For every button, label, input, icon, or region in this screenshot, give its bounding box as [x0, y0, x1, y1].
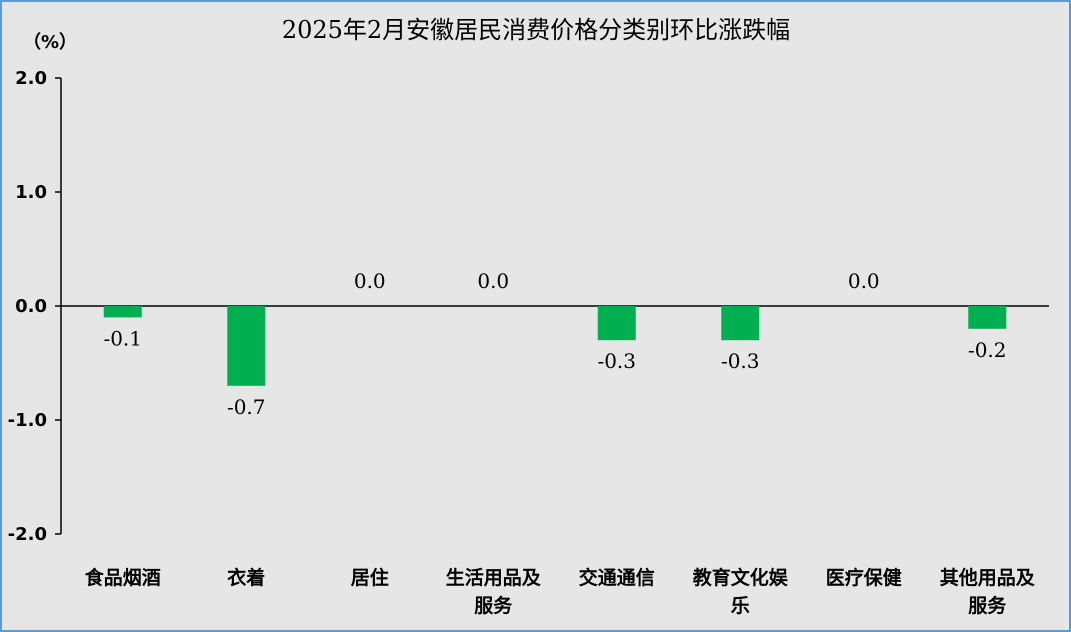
- bars: [103, 306, 1007, 386]
- y-tick-label: 1.0: [15, 182, 47, 203]
- data-label: -0.2: [968, 338, 1007, 362]
- data-label: -0.3: [597, 349, 636, 373]
- chart-title: 2025年2月安徽居民消费价格分类别环比涨跌幅: [282, 16, 790, 44]
- x-tick-label: 居住: [351, 566, 389, 589]
- bar: [227, 306, 266, 386]
- x-tick-label: 医疗保健: [826, 566, 902, 589]
- y-tick-label: -2.0: [8, 524, 47, 545]
- x-tick-label: 服务: [968, 594, 1007, 617]
- data-labels: -0.1 -0.7 0.0 0.0 -0.3 -0.3 0.0 -0.2: [103, 269, 1006, 419]
- x-tick-label: 交通通信: [579, 566, 655, 589]
- data-label: -0.7: [227, 395, 266, 419]
- data-label: -0.3: [721, 349, 760, 373]
- y-unit-label: （%）: [23, 32, 77, 53]
- x-tick-label: 衣着: [227, 566, 265, 589]
- x-tick-label: 教育文化娱: [693, 566, 789, 589]
- bar: [968, 306, 1007, 329]
- x-tick-label: 其他用品及: [940, 566, 1036, 589]
- y-tick-label: 0.0: [15, 296, 47, 317]
- bar: [103, 306, 142, 318]
- bar: [597, 306, 636, 341]
- data-label: -0.1: [103, 326, 142, 350]
- x-tick-label: 生活用品及: [446, 566, 542, 589]
- x-tick-label: 食品烟酒: [85, 566, 161, 589]
- x-tick-label: 服务: [474, 594, 513, 617]
- data-label: 0.0: [477, 269, 509, 293]
- y-tick-label: 2.0: [15, 68, 47, 89]
- x-tick-label: 乐: [731, 595, 750, 617]
- data-label: 0.0: [354, 269, 386, 293]
- y-tick-label: -1.0: [8, 410, 47, 431]
- bar: [721, 306, 760, 341]
- data-label: 0.0: [848, 269, 880, 293]
- axes: 2.0 1.0 0.0 -1.0 -2.0: [8, 68, 1049, 545]
